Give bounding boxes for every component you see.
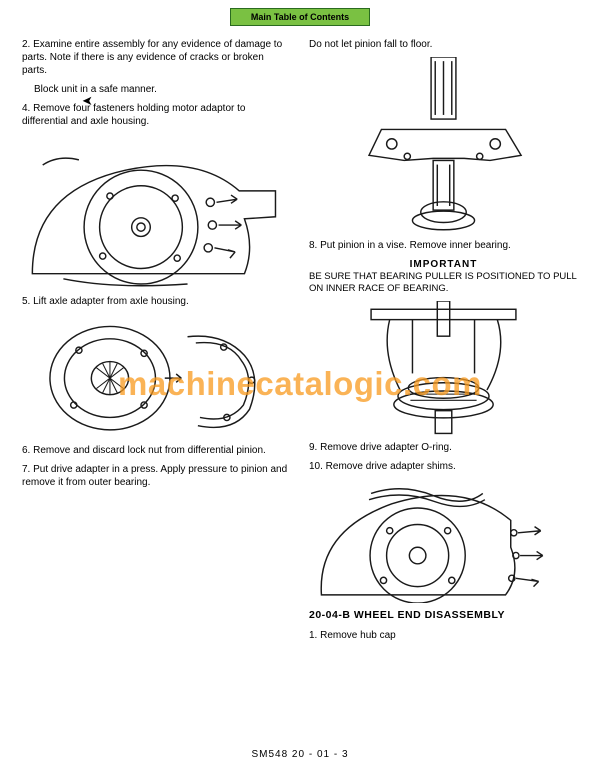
cursor-icon: ➤ <box>82 93 93 109</box>
step-4: 4. Remove four fasteners holding motor a… <box>22 102 291 128</box>
step-3: Block unit in a safe manner. <box>22 83 291 96</box>
figure-axle-adapter <box>22 314 291 438</box>
figure-axle-housing <box>22 134 291 289</box>
step-8: 8. Put pinion in a vise. Remove inner be… <box>309 239 578 252</box>
sec-step-1: 1. Remove hub cap <box>309 629 578 642</box>
section-20-04-b-heading: 20-04-B WHEEL END DISASSEMBLY <box>309 609 578 623</box>
step-9: 9. Remove drive adapter O-ring. <box>309 441 578 454</box>
page-footer: SM548 20 - 01 - 3 <box>0 749 600 760</box>
two-column-layout: 2. Examine entire assembly for any evide… <box>22 38 578 648</box>
step-5: 5. Lift axle adapter from axle housing. <box>22 295 291 308</box>
note-pinion: Do not let pinion fall to floor. <box>309 38 578 51</box>
figure-press <box>309 57 578 233</box>
figure-wheel-end <box>309 479 578 603</box>
right-column: Do not let pinion fall to floor. <box>309 38 578 648</box>
step-6: 6. Remove and discard lock nut from diff… <box>22 444 291 457</box>
step-7: 7. Put drive adapter in a press. Apply p… <box>22 463 291 489</box>
left-column: 2. Examine entire assembly for any evide… <box>22 38 291 648</box>
step-10: 10. Remove drive adapter shims. <box>309 460 578 473</box>
figure-bearing-puller <box>309 301 578 436</box>
page: Main Table of Contents ➤ 2. Examine enti… <box>0 0 600 768</box>
important-body: BE SURE THAT BEARING PULLER IS POSITIONE… <box>309 271 578 295</box>
main-toc-button[interactable]: Main Table of Contents <box>230 8 370 26</box>
important-heading: IMPORTANT <box>309 258 578 271</box>
step-2: 2. Examine entire assembly for any evide… <box>22 38 291 77</box>
